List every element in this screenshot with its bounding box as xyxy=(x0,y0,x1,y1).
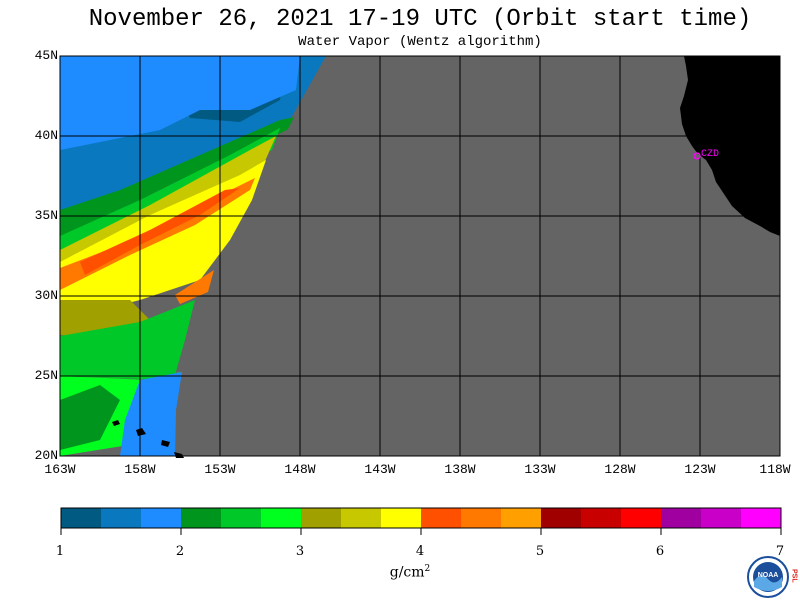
swath-gap xyxy=(175,56,780,456)
lat-label: 35N xyxy=(34,208,58,223)
station-label: CZD xyxy=(701,149,719,160)
band-blue-light xyxy=(60,56,300,150)
colorbar-swatch xyxy=(301,508,341,528)
band-green-dark xyxy=(60,385,120,450)
colorbar-swatch xyxy=(341,508,381,528)
colorbar-tick-label: 6 xyxy=(655,544,665,559)
colorbar-swatch xyxy=(381,508,421,528)
lat-lon-grid xyxy=(60,56,780,456)
colorbar-tick-label: 3 xyxy=(295,544,305,559)
noaa-logo-text: NOAA xyxy=(758,572,779,579)
water-vapor-map: CZD xyxy=(59,55,781,458)
colorbar-tick-label: 5 xyxy=(535,544,545,559)
colorbar-swatch xyxy=(421,508,461,528)
lon-label: 148W xyxy=(284,462,316,477)
lon-label: 163W xyxy=(44,462,76,477)
station-circle xyxy=(693,152,701,160)
lon-label: 158W xyxy=(124,462,156,477)
lat-label: 30N xyxy=(34,288,58,303)
colorbar-swatch xyxy=(261,508,301,528)
band-blue-south xyxy=(120,372,182,456)
colorbar-swatch xyxy=(541,508,581,528)
psl-letters: PSL xyxy=(791,569,798,583)
units-text: g/cm xyxy=(389,564,425,581)
lat-label: 45N xyxy=(34,48,58,63)
colorbar-swatch xyxy=(621,508,661,528)
colorbar-units: g/cm2 xyxy=(380,564,440,581)
colorbar-swatch xyxy=(461,508,501,528)
colorbar-swatch xyxy=(221,508,261,528)
lon-label: 143W xyxy=(364,462,396,477)
colorbar-swatch xyxy=(61,508,101,528)
colorbar-tick-label: 1 xyxy=(55,544,65,559)
colorbar-swatch xyxy=(181,508,221,528)
lat-label: 25N xyxy=(34,368,58,383)
station-marker: CZD xyxy=(693,149,719,160)
colorbar-swatch xyxy=(501,508,541,528)
colorbar-swatch xyxy=(661,508,701,528)
water-vapor-field xyxy=(60,56,780,456)
band-red-orange xyxy=(80,188,240,275)
lon-label: 153W xyxy=(204,462,236,477)
lon-label: 133W xyxy=(524,462,556,477)
colorbar-swatch xyxy=(701,508,741,528)
colorbar-tick-label: 2 xyxy=(175,544,185,559)
colorbar-tick-label: 4 xyxy=(415,544,425,559)
colorbar-swatch xyxy=(741,508,781,528)
colorbar-swatch xyxy=(581,508,621,528)
noaa-logo-wave xyxy=(754,575,782,591)
lat-label: 40N xyxy=(34,128,58,143)
map-title: November 26, 2021 17-19 UTC (Orbit start… xyxy=(88,6,752,33)
lon-label: 128W xyxy=(604,462,636,477)
hawaii-islands xyxy=(112,420,184,458)
lat-label: 20N xyxy=(34,448,58,463)
map-frame xyxy=(59,55,781,457)
lon-label: 138W xyxy=(444,462,476,477)
band-green-low xyxy=(60,300,195,380)
colorbar-swatch xyxy=(141,508,181,528)
colorbar xyxy=(60,507,782,535)
map-subtitle: Water Vapor (Wentz algorithm) xyxy=(298,34,542,50)
lon-label: 118W xyxy=(759,462,791,477)
units-exponent: 2 xyxy=(424,564,431,574)
noaa-logo: NOAA PSL xyxy=(747,556,798,598)
land-mask xyxy=(112,56,780,458)
colorbar-swatch xyxy=(101,508,141,528)
california-coast xyxy=(680,56,780,236)
colorbar-tick-label: 7 xyxy=(775,544,785,559)
lon-label: 123W xyxy=(684,462,716,477)
